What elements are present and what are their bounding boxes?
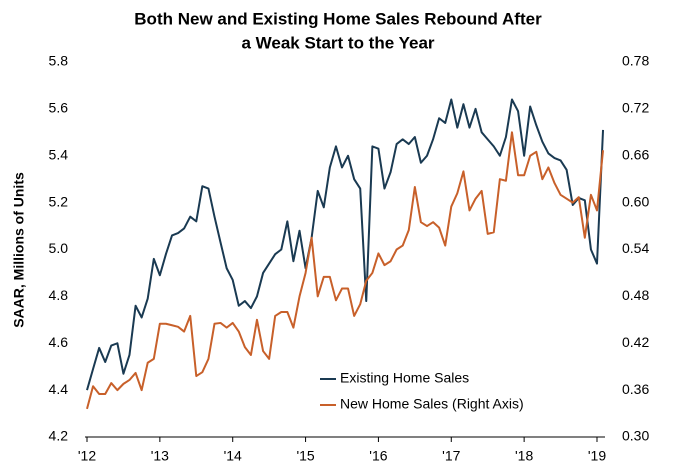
x-tick-label: '12 [78, 448, 96, 464]
y-tick-label: 4.2 [49, 428, 69, 444]
x-tick-label: '13 [151, 448, 169, 464]
y2-tick-label: 0.36 [622, 381, 649, 397]
y-tick-label: 4.8 [49, 287, 69, 303]
y2-tick-label: 0.30 [622, 428, 649, 444]
y-tick-label: 4.6 [49, 334, 69, 350]
y2-tick-label: 0.54 [622, 240, 649, 256]
y2-tick-label: 0.78 [622, 53, 649, 69]
x-tick-label: '17 [442, 448, 460, 464]
legend-label: New Home Sales (Right Axis) [340, 396, 524, 412]
y-tick-label: 4.4 [49, 381, 69, 397]
y2-tick-label: 0.42 [622, 334, 649, 350]
y2-tick-label: 0.72 [622, 100, 649, 116]
y2-tick-label: 0.60 [622, 193, 649, 209]
y-tick-label: 5.6 [49, 100, 69, 116]
legend-label: Existing Home Sales [340, 370, 469, 386]
series-line [86, 131, 605, 410]
x-tick-label: '14 [224, 448, 242, 464]
y-tick-label: 5.4 [49, 146, 69, 162]
chart-title: a Weak Start to the Year [241, 33, 434, 52]
chart-title: Both New and Existing Home Sales Rebound… [134, 9, 542, 28]
series-line [86, 98, 605, 391]
y-axis-label: SAAR, Millions of Units [11, 172, 27, 328]
y-tick-label: 5.8 [49, 53, 69, 69]
y-tick-label: 5.2 [49, 193, 69, 209]
y2-tick-label: 0.66 [622, 146, 649, 162]
x-tick-label: '15 [296, 448, 314, 464]
x-tick-label: '19 [588, 448, 606, 464]
y2-tick-label: 0.48 [622, 287, 649, 303]
y-tick-label: 5.0 [49, 240, 69, 256]
x-tick-label: '18 [515, 448, 533, 464]
x-tick-label: '16 [369, 448, 387, 464]
